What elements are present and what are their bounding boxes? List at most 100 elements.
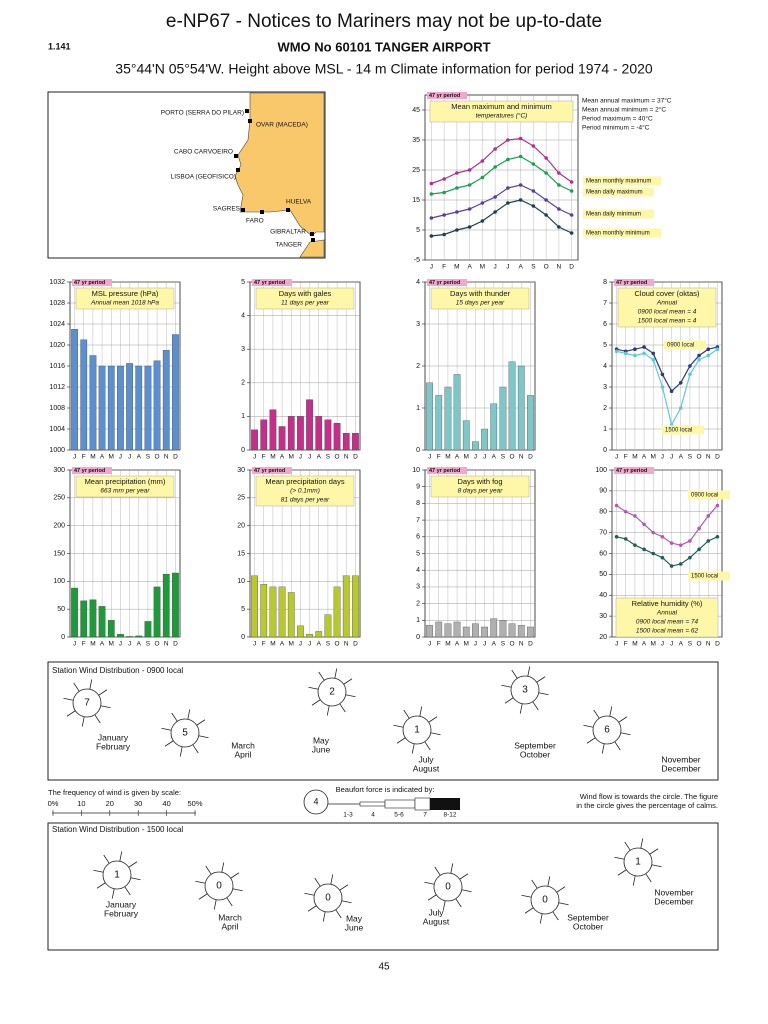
map-label: SAGRES xyxy=(213,206,241,213)
rose-spoke xyxy=(501,684,512,688)
point xyxy=(715,535,720,539)
x-tick-label: F xyxy=(437,641,441,648)
period-tag-text: 47 yr period xyxy=(429,280,460,286)
title-box xyxy=(75,475,175,498)
rose-spoke xyxy=(164,740,174,747)
point xyxy=(697,353,701,358)
rose-spoke xyxy=(345,694,356,698)
chart-note: 1500 local mean = 4 xyxy=(638,318,697,325)
rose-spoke xyxy=(196,719,206,726)
rose-spoke xyxy=(232,888,243,892)
rose-label: March xyxy=(231,740,255,750)
y-tick-label: 4 xyxy=(416,567,420,574)
x-tick-label: A xyxy=(492,454,497,461)
legend-label: 1500 local xyxy=(665,428,692,434)
rose-label: November xyxy=(654,887,693,897)
y-tick-label: 20 xyxy=(237,523,245,530)
y-tick-label: 100 xyxy=(595,467,607,474)
x-tick-label: M xyxy=(109,641,114,648)
x-tick-label: J xyxy=(299,454,302,461)
y-tick-label: 200 xyxy=(53,523,65,530)
point xyxy=(633,514,637,518)
x-tick-label: D xyxy=(715,641,720,648)
x-tick-label: D xyxy=(715,454,720,461)
rose-spoke xyxy=(531,879,538,889)
x-tick-label: A xyxy=(137,641,142,648)
chart-note: 0900 local mean = 74 xyxy=(636,619,699,626)
point xyxy=(697,357,701,362)
rose-spoke xyxy=(459,873,469,880)
bar xyxy=(324,419,332,451)
map-station xyxy=(234,154,238,158)
rose-circle xyxy=(102,860,132,890)
chart-title: Mean precipitation days xyxy=(265,477,344,486)
annotation: Mean annual minimum = 2°C xyxy=(582,106,666,114)
point xyxy=(633,543,637,547)
point xyxy=(651,357,656,362)
x-tick-label: N xyxy=(706,454,711,461)
period-tag-text: 47 yr period xyxy=(254,280,285,286)
point xyxy=(506,157,510,162)
x-tick-label: F xyxy=(624,454,628,461)
point xyxy=(660,372,665,377)
bar xyxy=(426,625,433,638)
x-tick-label: A xyxy=(518,264,523,271)
bar xyxy=(117,365,124,451)
rose-spoke xyxy=(614,856,625,860)
point xyxy=(544,198,548,202)
rose-circle xyxy=(313,883,343,913)
x-tick-label: J xyxy=(670,454,673,461)
bar xyxy=(135,365,143,451)
y-tick-label: 1 xyxy=(416,405,420,412)
x-tick-label: M xyxy=(651,641,656,648)
rose-label: October xyxy=(573,921,603,931)
bar xyxy=(153,586,161,638)
y-tick-label: 1 xyxy=(416,617,420,624)
bar xyxy=(144,621,152,638)
bar xyxy=(172,334,179,451)
x-tick-label: F xyxy=(442,264,446,271)
point xyxy=(706,539,711,543)
bar xyxy=(306,399,313,451)
legend-note: in the circle gives the percentage of ca… xyxy=(576,801,718,810)
period-tag-text: 47 yr period xyxy=(429,468,460,474)
legend-box xyxy=(583,228,661,238)
bar xyxy=(89,355,97,451)
bar xyxy=(297,625,304,638)
point xyxy=(688,555,692,560)
x-tick-label: D xyxy=(173,641,178,648)
legend-box xyxy=(688,571,730,581)
chart-title: Cloud cover (oktas) xyxy=(634,289,700,298)
legend-label: Mean monthly minimum xyxy=(586,231,650,237)
point xyxy=(442,190,446,195)
bar xyxy=(527,626,534,638)
point xyxy=(651,551,656,556)
rose-label: February xyxy=(104,908,139,918)
rose-calm: 1 xyxy=(635,857,641,868)
rose-spoke xyxy=(504,697,514,704)
x-tick-label: J xyxy=(506,264,509,271)
rose-spoke xyxy=(618,716,628,723)
point xyxy=(455,210,459,214)
point xyxy=(506,138,510,142)
x-tick-label: J xyxy=(253,641,256,648)
point xyxy=(544,171,548,175)
line xyxy=(431,184,572,219)
map-station xyxy=(286,208,290,212)
map-label: OVAR (MACEDA) xyxy=(256,122,308,129)
rose-spoke xyxy=(450,863,454,874)
x-tick-label: J xyxy=(483,454,486,461)
x-tick-label: J xyxy=(73,454,76,461)
period-tag xyxy=(427,92,467,99)
bar xyxy=(162,350,170,451)
scale-tick-label: 50% xyxy=(187,799,202,808)
rose-spoke xyxy=(111,888,115,899)
rose-spoke xyxy=(307,905,317,912)
title-box xyxy=(75,287,175,310)
rose-spoke xyxy=(601,743,605,754)
rose-spoke xyxy=(428,716,438,723)
y-tick-label: 7 xyxy=(603,300,607,307)
rose-spoke xyxy=(527,666,531,677)
point xyxy=(467,168,472,172)
rose-spoke xyxy=(539,913,543,924)
